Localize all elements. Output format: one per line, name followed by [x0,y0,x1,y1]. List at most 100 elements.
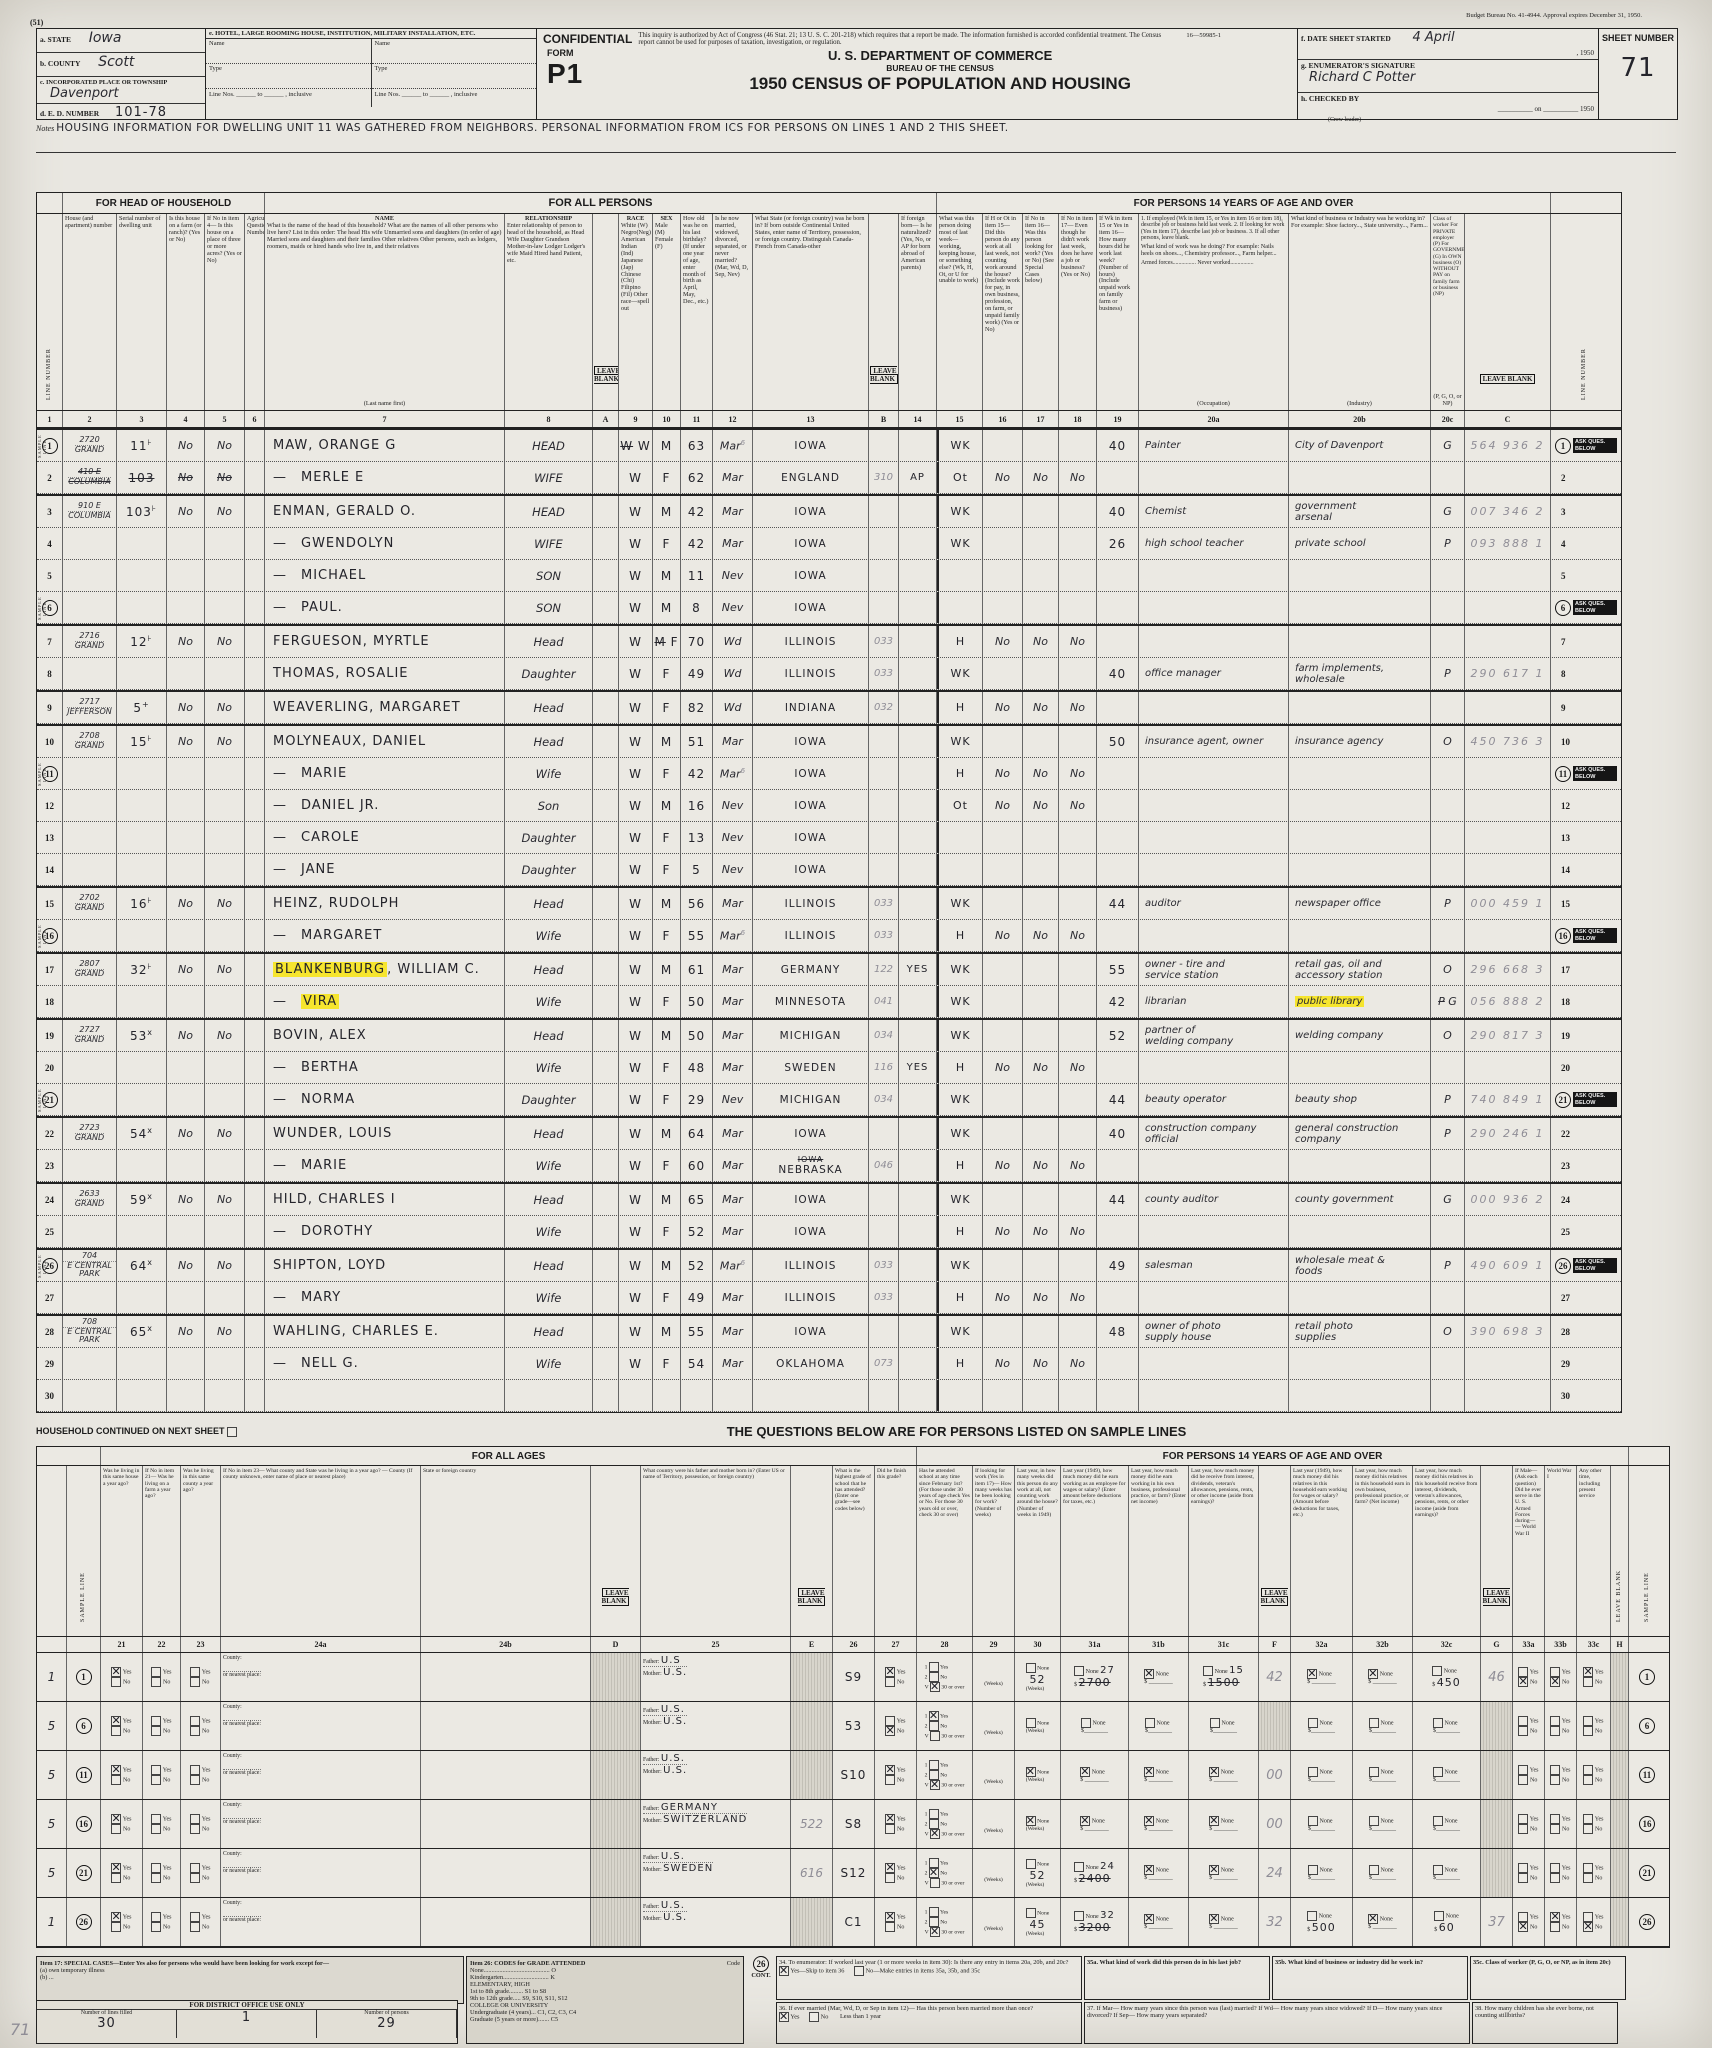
cell-rel: WIFE [505,462,593,493]
cell-addr [63,1348,117,1379]
col-num-10: 10 [653,411,681,427]
cell-b: 041 [869,986,899,1017]
cell-name: MAW, ORANGE G [265,430,505,461]
cell-hours [1097,462,1139,493]
continued-strip: HOUSEHOLD CONTINUED ON NEXT SHEET THE QU… [36,1424,1676,1439]
cell-addr [63,758,117,789]
cell-c15: H [937,692,983,723]
cell-ln: 25 [37,1216,63,1247]
sample-cell-q23: Yes No [181,1751,221,1799]
cell-cls: O [1431,1020,1465,1051]
cell-codes [1465,790,1551,821]
cell-race: W [619,1216,653,1247]
col-num-18: 18 [1059,411,1097,427]
cell-sex: F [653,920,681,951]
sample-cell-ln: 1 [67,1653,101,1701]
cell-name: — CAROLE [265,822,505,853]
col-header-14: If foreign born— Is he naturalized? (Yes… [899,214,937,410]
col-header-18: If No in item 17— Even though he didn't … [1059,214,1097,410]
cell-c17 [1023,1380,1059,1411]
cell-bp: INDIANA [753,692,869,723]
cell-serial: 103 [117,462,167,493]
cell-farm [167,528,205,559]
sample-cell-D [591,1800,641,1848]
sample-cell-c31: None $________ [1189,1702,1259,1750]
cell-c15: H [937,920,983,951]
sheet-number-label: SHEET NUMBER [1601,33,1674,43]
cell-serial [117,1216,167,1247]
cell-age: 52 [681,1216,713,1247]
sample-cell-other: Yes No [1577,1800,1611,1848]
cell-name: — DOROTHY [265,1216,505,1247]
cell-rel: Daughter [505,658,593,689]
cell-cls [1431,462,1465,493]
cell-serial [117,560,167,591]
cell-addr [63,1282,117,1313]
cell-cls [1431,1052,1465,1083]
cell-ln: 12 [37,790,63,821]
cell-rel: Wife [505,1150,593,1181]
cell-ind: retail photo supplies [1289,1316,1431,1347]
table-row: 17 2807 GRAND 32⊦ No No BLANKENBURG, WILLIAM C… [37,952,1621,986]
cell-farm [167,1052,205,1083]
cell-bp: IOWA [753,430,869,461]
cell-ln: 9 [37,692,63,723]
cell-ind: newspaper office [1289,888,1431,919]
cell-ind [1289,560,1431,591]
cell-ln: 27 [37,1282,63,1313]
cell-c16: No [983,1348,1023,1379]
cell-b: 033 [869,920,899,951]
cell-a [593,658,619,689]
cell-addr: 704 E CENTRAL PARK [63,1250,117,1281]
col-header-16: If H or Ot in item 15— Did this person d… [983,214,1023,410]
cell-sex: M [653,496,681,527]
cell-name: — DANIEL JR. [265,790,505,821]
cell-c15: WK [937,1250,983,1281]
cell-c15: H [937,1282,983,1313]
cell-acres [205,658,245,689]
cell-c16: No [983,790,1023,821]
cell-name: BLANKENBURG, WILLIAM C. [265,954,505,985]
cell-age: 49 [681,1282,713,1313]
sample-cell-w1: Yes No [1545,1898,1577,1946]
sample-cell-E: 616 [791,1849,833,1897]
cell-a [593,1150,619,1181]
cell-agq [245,920,265,951]
cell-natz [899,1380,937,1411]
cell-mar: Wd [713,692,753,723]
cell-codes: 296 668 3 [1465,954,1551,985]
cell-name: WUNDER, LOUIS [265,1118,505,1149]
cell-occ: librarian [1139,986,1289,1017]
cell-addr: 2807 GRAND [63,954,117,985]
cell-serial [117,1150,167,1181]
col-num-15: 15 [937,411,983,427]
cell-occ [1139,758,1289,789]
cell-agq [245,430,265,461]
cell-race: W [619,822,653,853]
cell-cls [1431,592,1465,623]
sample-cell-D [591,1653,641,1701]
cell-age: 60 [681,1150,713,1181]
cell-race: W [619,790,653,821]
cell-bp: IOWA [753,790,869,821]
cell-ind [1289,592,1431,623]
cell-ln: 15 [37,888,63,919]
cell-race: W [619,986,653,1017]
enumerator-label: g. ENUMERATOR'S SIGNATURE [1301,61,1415,70]
cell-c16 [983,954,1023,985]
cell-codes: 490 609 1 [1465,1250,1551,1281]
sample-cell-q22: Yes No [143,1702,181,1750]
cell-farm [167,1348,205,1379]
cell-b: 033 [869,1250,899,1281]
cell-a [593,758,619,789]
col-header-20a: 1. If employed (Wk in item 15, or Yes in… [1139,214,1289,410]
cell-b [869,1216,899,1247]
cell-lnr: 23 [1561,1160,1570,1171]
cell-c17 [1023,560,1059,591]
cell-ind: farm implements, wholesale [1289,658,1431,689]
cell-mar: Mar [713,462,753,493]
cell-addr [63,1084,117,1115]
cell-name: WEAVERLING, MARGARET [265,692,505,723]
cell-sex: M [653,1118,681,1149]
